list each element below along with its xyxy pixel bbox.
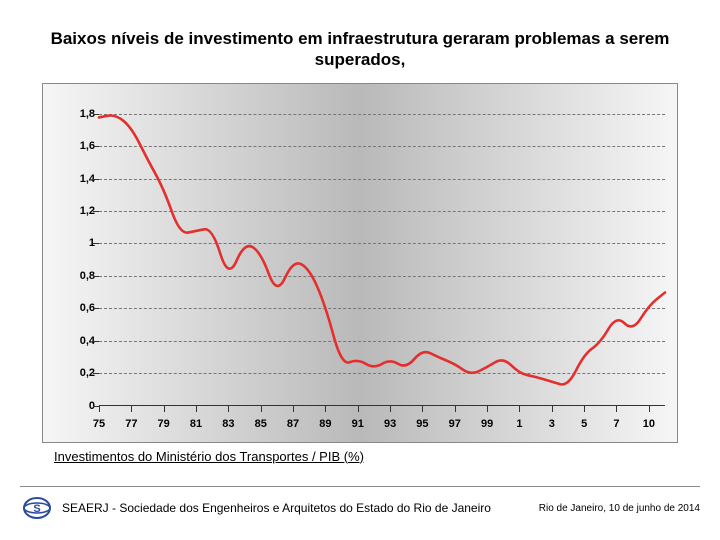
x-tick-mark bbox=[649, 406, 650, 412]
x-tick-mark bbox=[552, 406, 553, 412]
y-tick-label: 0,4 bbox=[61, 335, 95, 347]
x-tick-label: 91 bbox=[352, 418, 364, 430]
y-tick-label: 1,4 bbox=[61, 173, 95, 185]
x-tick-label: 99 bbox=[481, 418, 493, 430]
x-tick-label: 5 bbox=[581, 418, 587, 430]
footer-date: Rio de Janeiro, 10 de junho de 2014 bbox=[539, 503, 700, 514]
x-tick-label: 89 bbox=[319, 418, 331, 430]
x-tick-label: 77 bbox=[125, 418, 137, 430]
footer-org: SEAERJ - Sociedade dos Engenheiros e Arq… bbox=[62, 501, 539, 515]
y-tick-label: 0,8 bbox=[61, 270, 95, 282]
svg-text:S: S bbox=[33, 503, 40, 515]
x-tick-mark bbox=[616, 406, 617, 412]
data-line bbox=[99, 98, 665, 406]
y-tick-label: 1,6 bbox=[61, 140, 95, 152]
x-tick-label: 75 bbox=[93, 418, 105, 430]
x-tick-label: 83 bbox=[222, 418, 234, 430]
chart-container: 00,20,40,60,811,21,41,61,8 7577798183858… bbox=[42, 83, 678, 443]
x-tick-label: 85 bbox=[255, 418, 267, 430]
x-tick-mark bbox=[422, 406, 423, 412]
chart-caption: Investimentos do Ministério dos Transpor… bbox=[54, 449, 666, 464]
x-tick-mark bbox=[228, 406, 229, 412]
x-tick-mark bbox=[196, 406, 197, 412]
slide-page: Baixos níveis de investimento em infraes… bbox=[0, 0, 720, 540]
slide-title: Baixos níveis de investimento em infraes… bbox=[0, 0, 720, 79]
y-tick-label: 0,6 bbox=[61, 302, 95, 314]
x-tick-label: 93 bbox=[384, 418, 396, 430]
x-tick-mark bbox=[455, 406, 456, 412]
y-tick-label: 0 bbox=[61, 400, 95, 412]
logo-icon: S bbox=[20, 494, 54, 522]
x-tick-label: 81 bbox=[190, 418, 202, 430]
x-tick-label: 7 bbox=[613, 418, 619, 430]
x-tick-mark bbox=[293, 406, 294, 412]
x-tick-label: 97 bbox=[449, 418, 461, 430]
x-tick-label: 10 bbox=[643, 418, 655, 430]
x-tick-mark bbox=[131, 406, 132, 412]
x-tick-mark bbox=[164, 406, 165, 412]
x-tick-label: 3 bbox=[549, 418, 555, 430]
x-tick-label: 1 bbox=[516, 418, 522, 430]
x-tick-label: 95 bbox=[416, 418, 428, 430]
x-tick-mark bbox=[358, 406, 359, 412]
x-tick-mark bbox=[99, 406, 100, 412]
x-tick-mark bbox=[584, 406, 585, 412]
x-tick-label: 87 bbox=[287, 418, 299, 430]
x-tick-mark bbox=[487, 406, 488, 412]
y-tick-label: 1 bbox=[61, 237, 95, 249]
x-tick-mark bbox=[519, 406, 520, 412]
y-tick-label: 1,2 bbox=[61, 205, 95, 217]
x-tick-label: 79 bbox=[158, 418, 170, 430]
y-tick-label: 1,8 bbox=[61, 108, 95, 120]
x-tick-mark bbox=[390, 406, 391, 412]
x-tick-mark bbox=[261, 406, 262, 412]
footer: S SEAERJ - Sociedade dos Engenheiros e A… bbox=[0, 486, 720, 530]
y-tick-label: 0,2 bbox=[61, 367, 95, 379]
series-line bbox=[99, 115, 665, 384]
footer-rule bbox=[20, 486, 700, 487]
x-tick-mark bbox=[325, 406, 326, 412]
